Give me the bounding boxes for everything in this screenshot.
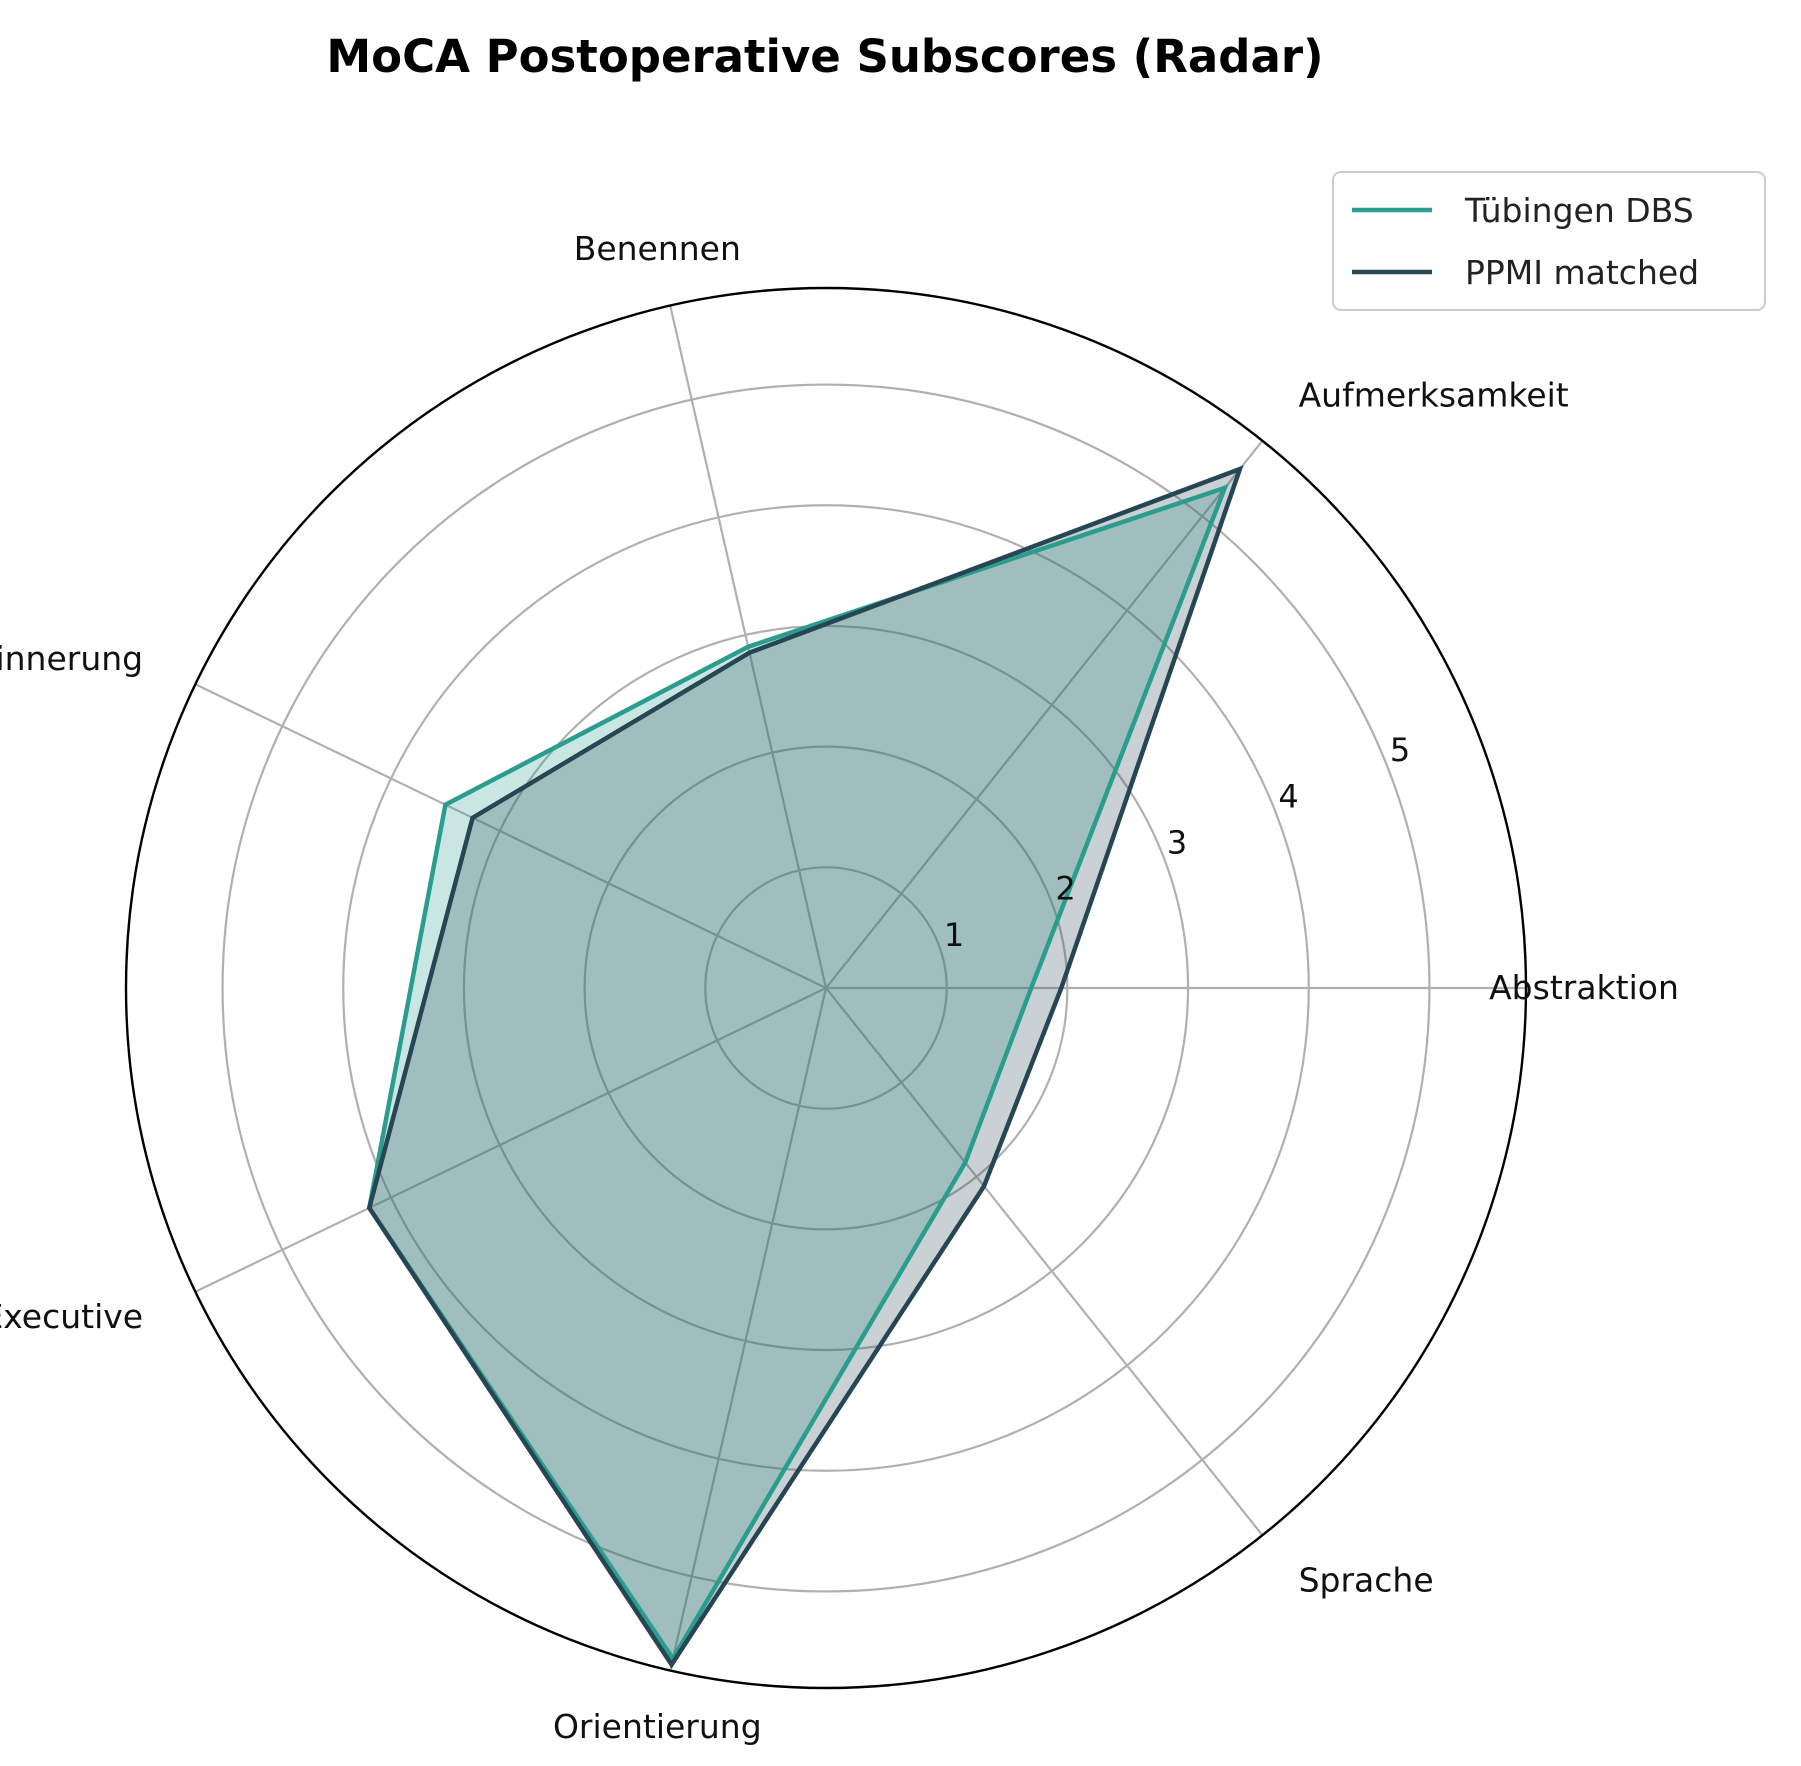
series-fill-0 [369, 487, 1225, 1659]
legend: Tübingen DBS PPMI matched [1332, 171, 1766, 311]
chart-title: MoCA Postoperative Subscores (Radar) [326, 30, 1323, 83]
tick-label-4: 4 [1278, 777, 1298, 815]
axis-label-erinnerung: Erinnerung [0, 639, 143, 678]
axis-label-sprache: Sprache [1299, 1561, 1434, 1600]
tick-label-5: 5 [1390, 731, 1410, 769]
axis-labels: Abstraktion Aufmerksamkeit Benennen Erinner… [0, 229, 1679, 1746]
series-layer [366, 465, 1244, 1669]
axis-label-orientierung: Orientierung [553, 1707, 762, 1746]
spoke-aufmerksamkeit [825, 440, 1264, 989]
series-line-0 [366, 484, 1229, 1663]
spoke-erinnerung [194, 683, 827, 989]
radar-grid [124, 286, 1528, 1690]
radial-tick-labels: 1 2 3 4 5 [944, 731, 1410, 954]
legend-box [1332, 171, 1766, 311]
spoke-executive [194, 987, 827, 1293]
tick-label-3: 3 [1167, 824, 1187, 862]
axis-label-abstraktion: Abstraktion [1489, 968, 1679, 1007]
axis-label-aufmerksamkeit: Aufmerksamkeit [1299, 375, 1569, 414]
tick-label-1: 1 [944, 916, 964, 954]
axis-label-executive: Executive [0, 1297, 143, 1336]
axis-label-benennen: Benennen [574, 229, 741, 268]
tick-label-2: 2 [1055, 870, 1075, 908]
series-line-1 [366, 465, 1244, 1669]
legend-label-0: Tübingen DBS [1464, 191, 1694, 230]
outer-frame [124, 286, 1528, 1690]
spoke-sprache [825, 987, 1264, 1536]
legend-label-1: PPMI matched [1465, 253, 1699, 292]
series-fill-1 [369, 469, 1240, 1665]
spoke-orientierung [669, 987, 828, 1671]
